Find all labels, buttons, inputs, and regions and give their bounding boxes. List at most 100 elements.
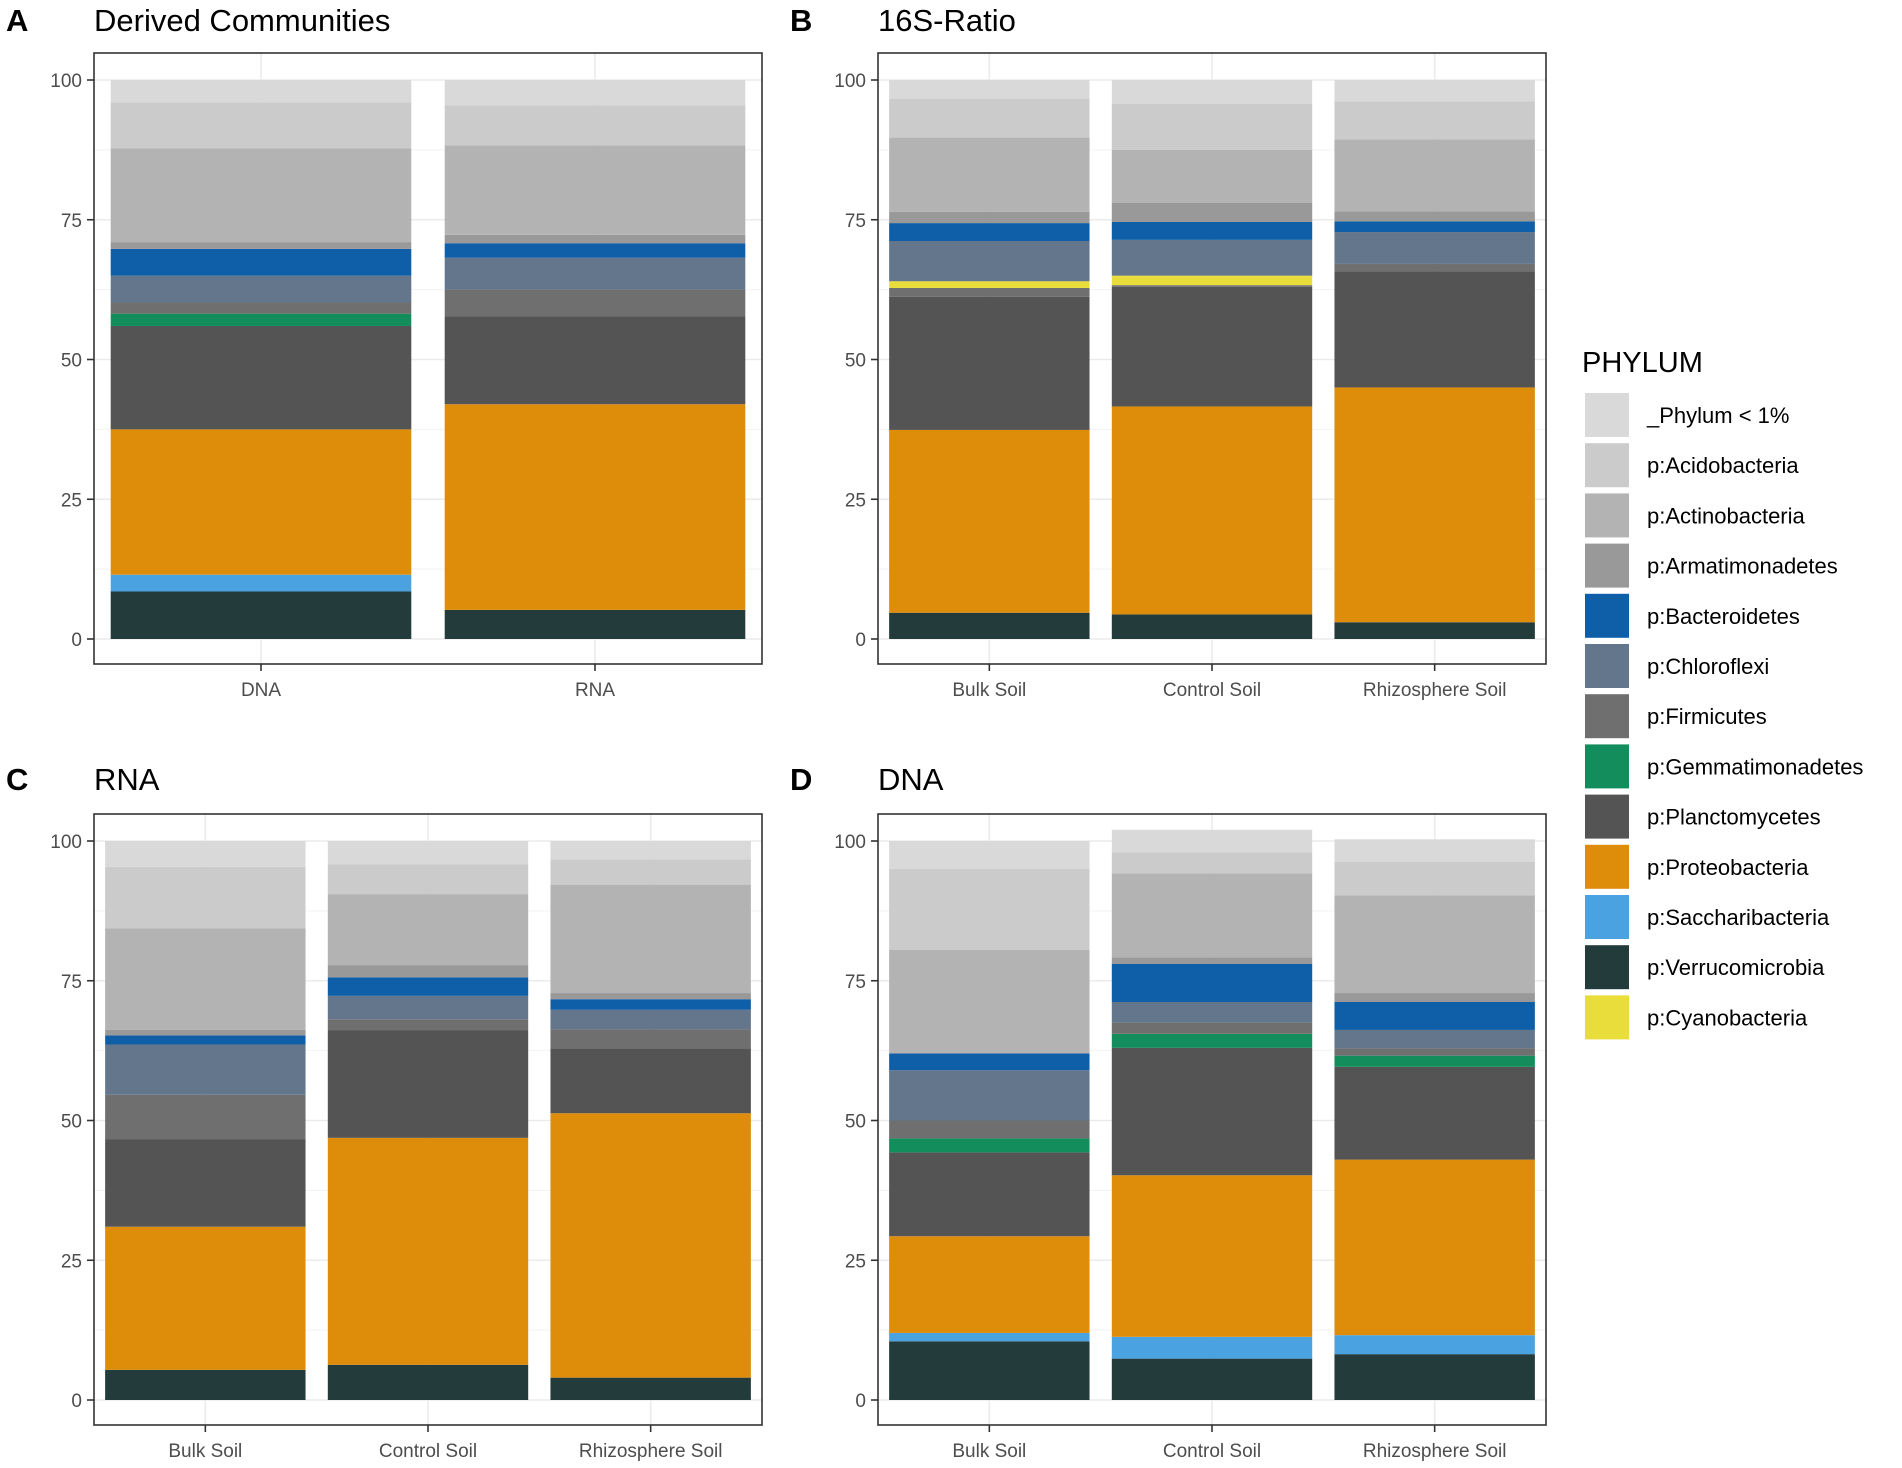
bar-segment-dna-p-armatimonadetes (110, 242, 412, 249)
bar-segment-bulk-soil-phylum-1 (889, 80, 1090, 100)
bar-segment-bulk-soil-p-actinobacteria (889, 950, 1090, 1054)
bar-segment-control-soil-p-saccharibacteria (1111, 1336, 1313, 1359)
legend-swatch-p-cyanobacteria (1585, 995, 1629, 1040)
bar-segment-bulk-soil-p-firmicutes (889, 1120, 1090, 1139)
bar-segment-rhizosphere-soil-p-verrucomicrobia (550, 1377, 751, 1400)
bar-segment-bulk-soil-p-chloroflexi (889, 1070, 1090, 1121)
bar-segment-bulk-soil-phylum-1 (105, 841, 306, 867)
bar-segment-control-soil-p-planctomycetes (1111, 1047, 1313, 1176)
bar-segment-control-soil-p-proteobacteria (1111, 406, 1313, 615)
legend-swatch-p-armatimonadetes (1585, 543, 1629, 588)
bar-segment-dna-p-planctomycetes (110, 325, 412, 430)
bar-segment-bulk-soil-p-verrucomicrobia (889, 612, 1090, 639)
bar-segment-rna-p-firmicutes (444, 289, 746, 317)
bar-segment-dna-p-actinobacteria (110, 148, 412, 243)
legend-swatch-p-actinobacteria (1585, 493, 1629, 538)
panel-d-plot: 0 25 50 75 100 Bulk Soil Control Soil Rhizosphe… (834, 813, 1547, 1462)
bar-segment-rhizosphere-soil-p-armatimonadetes (1334, 211, 1535, 222)
bar-segment-bulk-soil-p-planctomycetes (105, 1139, 306, 1227)
bar-segment-bulk-soil-p-saccharibacteria (889, 1332, 1090, 1342)
bar-segment-rhizosphere-soil-p-planctomycetes (1334, 271, 1535, 388)
legend-swatch-p-verrucomicrobia (1585, 945, 1629, 990)
bar-segment-control-soil-p-actinobacteria (1111, 149, 1313, 203)
bar-segment-rhizosphere-soil-p-proteobacteria (1334, 387, 1535, 623)
bar-segment-rhizosphere-soil-p-acidobacteria (550, 859, 751, 885)
y-tick-label: 100 (834, 832, 866, 853)
panel-a-title: Derived Communities (94, 3, 390, 38)
panel-a-plot: 0 25 50 75 100 DNA RNA (50, 52, 763, 701)
panel-d-letter: D (790, 762, 812, 797)
bar-segment-control-soil-p-planctomycetes (327, 1030, 529, 1138)
bar-segment-control-soil-p-firmicutes (1111, 285, 1313, 287)
bar-segment-dna-p-bacteroidetes (110, 248, 412, 276)
bar-segment-rhizosphere-soil-p-actinobacteria (1334, 139, 1535, 212)
bar-segment-control-soil-p-verrucomicrobia (1111, 614, 1313, 639)
bar-segment-rhizosphere-soil-p-saccharibacteria (1334, 1335, 1535, 1355)
y-tick-label: 50 (61, 1112, 82, 1133)
bar-segment-bulk-soil-p-chloroflexi (889, 240, 1090, 282)
y-tick-label: 75 (61, 211, 82, 232)
legend-title: PHYLUM (1582, 347, 1703, 379)
bar-segment-rna-p-chloroflexi (444, 257, 746, 290)
bar-segment-bulk-soil-p-acidobacteria (889, 99, 1090, 138)
y-tick-label: 100 (834, 71, 866, 92)
bar-segment-bulk-soil-p-gemmatimonadetes (889, 1138, 1090, 1153)
legend-swatch-p-proteobacteria (1585, 844, 1629, 889)
bar-segment-control-soil-phylum-1 (1111, 80, 1313, 105)
legend-swatch-p-gemmatimonadetes (1585, 744, 1629, 789)
panel-border (93, 52, 763, 665)
legend-swatch-p-firmicutes (1585, 694, 1629, 739)
bar-segment-control-soil-p-firmicutes (1111, 1022, 1313, 1034)
panel-c-title: RNA (94, 762, 160, 797)
bar-segment-bulk-soil-p-bacteroidetes (105, 1035, 306, 1045)
legend-label-p-planctomycetes: p:Planctomycetes (1647, 805, 1821, 830)
x-tick-label: Rhizosphere Soil (1363, 680, 1507, 701)
bar-segment-rhizosphere-soil-p-planctomycetes (1334, 1066, 1535, 1160)
y-tick-label: 75 (845, 211, 866, 232)
bar-segment-control-soil-p-actinobacteria (1111, 873, 1313, 958)
panel-c-plot: 0 25 50 75 100 Bulk Soil Control Soil Rhizosphe… (50, 813, 763, 1462)
bar-segment-rhizosphere-soil-p-firmicutes (550, 1029, 751, 1049)
bar-segment-control-soil-phylum-1 (1111, 829, 1313, 853)
bar-segment-rhizosphere-soil-phylum-1 (550, 841, 751, 860)
bar-segment-rna-p-planctomycetes (444, 316, 746, 405)
legend-label-p-firmicutes: p:Firmicutes (1647, 704, 1767, 729)
x-tick-label: Bulk Soil (168, 1441, 242, 1462)
bar-segment-rna-phylum-1 (444, 80, 746, 106)
bar-segment-rna-p-armatimonadetes (444, 234, 746, 244)
bar-segment-bulk-soil-p-proteobacteria (889, 429, 1090, 613)
y-tick-label: 0 (71, 630, 82, 651)
bar-segment-control-soil-p-armatimonadetes (1111, 202, 1313, 222)
bar-segment-bulk-soil-p-verrucomicrobia (889, 1341, 1090, 1400)
panel-b-plot: 0 25 50 75 100 Bulk Soil Control Soil Rhizosphe… (834, 52, 1547, 701)
x-tick-label: DNA (241, 680, 281, 701)
legend-swatch-p-bacteroidetes (1585, 593, 1629, 638)
bar-segment-rna-p-acidobacteria (444, 105, 746, 146)
bar-segment-bulk-soil-p-firmicutes (889, 287, 1090, 297)
bar-segment-control-soil-p-armatimonadetes (327, 965, 529, 978)
bar-segment-dna-p-proteobacteria (110, 429, 412, 575)
bar-segment-bulk-soil-p-firmicutes (105, 1094, 306, 1140)
legend-label-p-proteobacteria: p:Proteobacteria (1647, 855, 1809, 880)
legend-items: _Phylum < 1% p:Acidobacteria p:Actinobacte… (1585, 393, 1863, 1040)
bar-segment-rhizosphere-soil-p-proteobacteria (1334, 1159, 1535, 1336)
y-tick-label: 50 (845, 351, 866, 372)
bar-segment-rhizosphere-soil-phylum-1 (1334, 839, 1535, 862)
legend-label-p-acidobacteria: p:Acidobacteria (1647, 453, 1799, 478)
x-tick-label: Bulk Soil (952, 1441, 1026, 1462)
legend-label-p-armatimonadetes: p:Armatimonadetes (1647, 554, 1838, 579)
x-tick-label: Control Soil (1163, 1441, 1261, 1462)
bar-segment-dna-p-firmicutes (110, 302, 412, 314)
bar-segment-rna-p-verrucomicrobia (444, 609, 746, 639)
y-tick-label: 0 (855, 630, 866, 651)
legend-swatch-p-saccharibacteria (1585, 895, 1629, 939)
x-tick-label: Rhizosphere Soil (1363, 1441, 1507, 1462)
bar-segment-control-soil-p-bacteroidetes (1111, 221, 1313, 240)
bar-segment-rhizosphere-soil-p-gemmatimonadetes (1334, 1055, 1535, 1067)
legend-label-p-gemmatimonadetes: p:Gemmatimonadetes (1647, 754, 1863, 779)
bar-segment-bulk-soil-p-armatimonadetes (105, 1029, 306, 1036)
bar-segment-rhizosphere-soil-p-bacteroidetes (1334, 1001, 1535, 1030)
bar-segment-rhizosphere-soil-p-bacteroidetes (550, 999, 751, 1010)
bar-segment-control-soil-p-bacteroidetes (1111, 963, 1313, 1002)
